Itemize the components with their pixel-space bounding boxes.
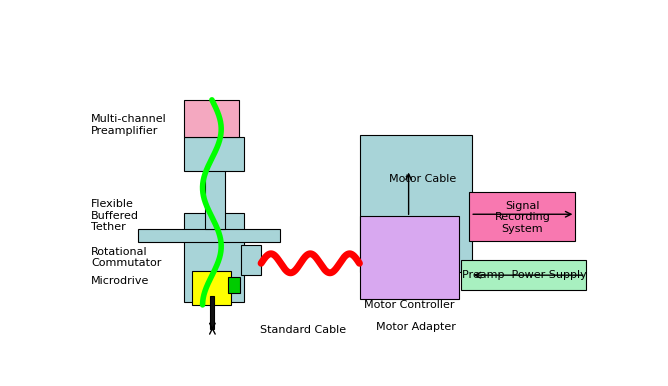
Text: Microdrive: Microdrive: [92, 276, 150, 286]
Bar: [361, 135, 472, 272]
Bar: [469, 192, 575, 241]
Text: Preamp  Power Supply: Preamp Power Supply: [462, 270, 587, 280]
Text: Motor Adapter: Motor Adapter: [376, 322, 456, 332]
Bar: [184, 100, 239, 137]
Text: Motor Cable: Motor Cable: [389, 174, 456, 184]
Bar: [241, 245, 261, 275]
Text: Motor Controller: Motor Controller: [365, 300, 455, 310]
Bar: [210, 296, 214, 328]
Text: Signal
Recording
System: Signal Recording System: [494, 201, 550, 234]
Text: Standard Cable: Standard Cable: [260, 325, 345, 335]
Bar: [192, 271, 231, 305]
Bar: [184, 213, 244, 302]
Bar: [361, 216, 459, 299]
Text: Multi-channel
Preamplifier: Multi-channel Preamplifier: [92, 114, 167, 136]
Text: Flexible
Buffered
Tether: Flexible Buffered Tether: [92, 199, 139, 232]
Text: Rotational
Commutator: Rotational Commutator: [92, 247, 162, 268]
Bar: [205, 156, 225, 229]
Bar: [462, 260, 586, 290]
Bar: [228, 277, 240, 293]
Bar: [138, 229, 281, 242]
Bar: [184, 137, 244, 171]
